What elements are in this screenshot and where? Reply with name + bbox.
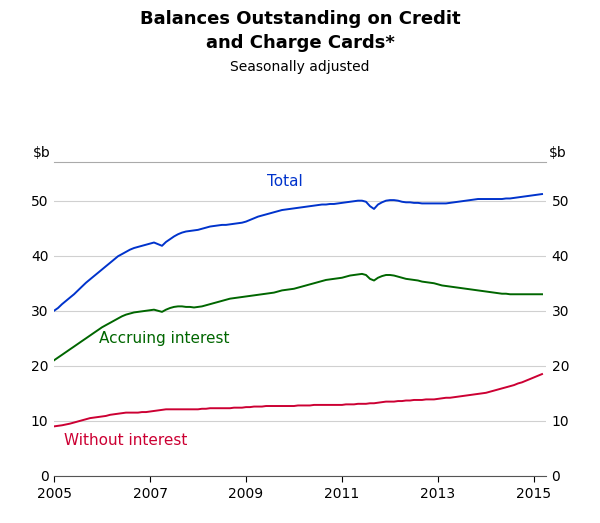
- Text: and Charge Cards*: and Charge Cards*: [206, 34, 394, 52]
- Text: Balances Outstanding on Credit: Balances Outstanding on Credit: [140, 10, 460, 28]
- Text: Seasonally adjusted: Seasonally adjusted: [230, 60, 370, 74]
- Text: $b: $b: [549, 145, 567, 160]
- Text: Accruing interest: Accruing interest: [99, 331, 230, 346]
- Text: Without interest: Without interest: [64, 433, 188, 448]
- Text: $b: $b: [33, 145, 51, 160]
- Text: Total: Total: [266, 174, 302, 189]
